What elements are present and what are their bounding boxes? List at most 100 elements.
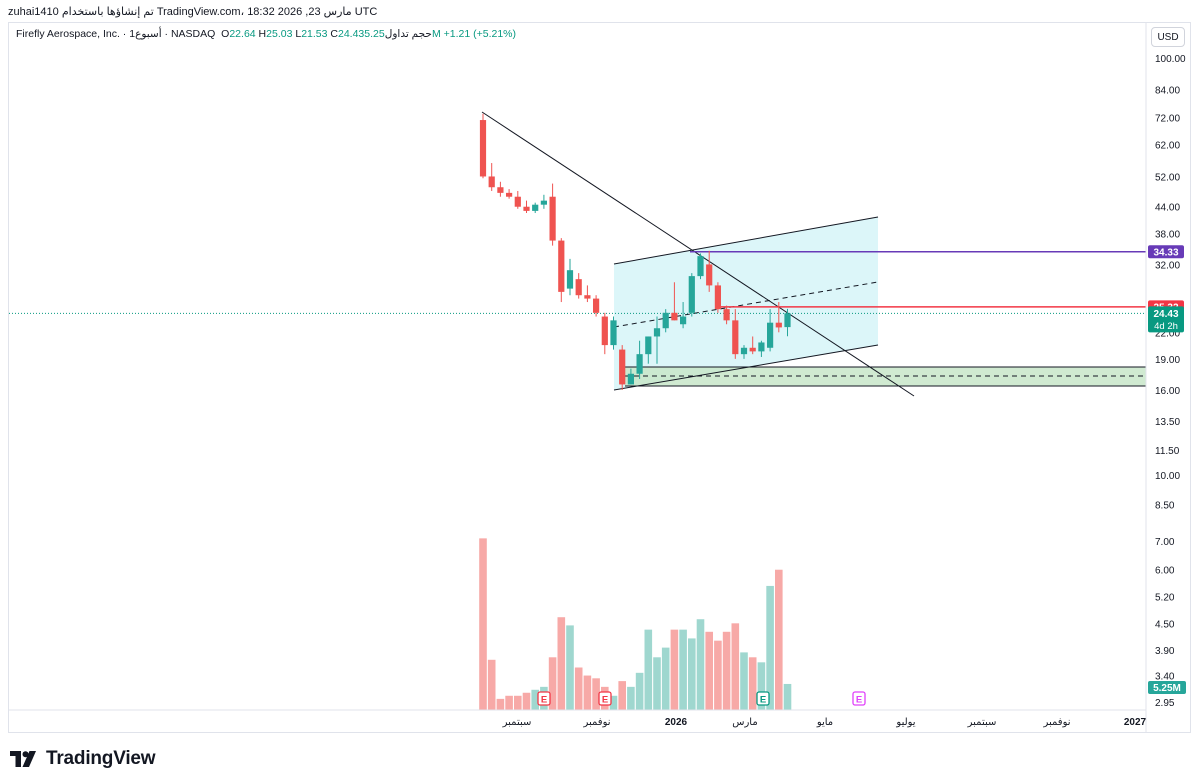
volume-bar — [574, 667, 583, 710]
volume-bar — [661, 647, 670, 710]
candle — [523, 200, 530, 214]
price-tick-label: 62.00 — [1155, 141, 1180, 152]
candle — [566, 258, 574, 296]
candle — [601, 312, 608, 355]
volume-bar — [627, 686, 635, 710]
volume-bar — [496, 698, 505, 710]
time-tick-label: سبتمبر — [502, 717, 532, 728]
price-tick-label: 6.00 — [1155, 566, 1175, 577]
candle-body — [523, 206, 530, 211]
time-tick-label: يوليو — [895, 717, 915, 728]
volume-bar — [618, 681, 626, 710]
open-value: 22.64 — [229, 28, 256, 40]
candle-body — [767, 322, 774, 348]
candle — [540, 194, 547, 209]
volume-bar — [479, 538, 487, 710]
candle — [697, 253, 704, 280]
price-tick-label: 72.00 — [1155, 114, 1180, 125]
earnings-letter: E — [602, 695, 608, 706]
close-value: 24.43 — [337, 28, 365, 40]
volume-bar — [731, 623, 740, 710]
candle — [610, 316, 617, 350]
price-tick-label: 8.50 — [1155, 501, 1175, 512]
publish-info: zuhai1410 تم إنشاؤها باستخدام TradingVie… — [8, 6, 378, 18]
chart-frame — [8, 22, 1191, 733]
price-tick-label: 19.00 — [1155, 355, 1180, 366]
volume-bar — [748, 657, 757, 710]
earnings-icon — [756, 691, 770, 706]
earnings-marker: E — [598, 691, 612, 706]
price-tick-label: 3.90 — [1155, 646, 1175, 657]
price-tag-purple: 34.33 — [1148, 245, 1184, 258]
volume-bar — [514, 695, 522, 710]
candle-body — [758, 342, 765, 352]
candle-body — [645, 336, 652, 355]
price-tick-label: 32.00 — [1155, 260, 1180, 271]
high-value: 25.03 — [266, 28, 293, 40]
candle — [688, 273, 695, 317]
candle — [532, 202, 539, 214]
volume-tag-bg — [1148, 681, 1186, 694]
price-tick-label: 84.00 — [1155, 86, 1180, 97]
time-tick-label: نوفمبر — [582, 717, 610, 728]
candle-body — [497, 187, 504, 193]
candle-body — [697, 256, 704, 277]
candle — [723, 305, 730, 325]
candle — [514, 190, 521, 209]
time-tick-label: 2026 — [665, 717, 688, 728]
price-tag-purple-text: 34.33 — [1153, 247, 1178, 258]
candle — [740, 345, 748, 359]
earnings-letter: E — [856, 695, 862, 706]
time-tick-label: مايو — [816, 717, 833, 728]
earnings-letter: E — [541, 695, 547, 706]
currency-button[interactable]: USD — [1151, 27, 1185, 47]
earnings-icon — [852, 691, 866, 706]
candle — [593, 295, 600, 317]
volume-bar — [487, 659, 496, 710]
volume-bar — [757, 662, 766, 710]
price-tick-label: 4.50 — [1155, 619, 1175, 630]
symbol-name[interactable]: Firefly Aerospace, Inc. · 1أسبوع · NASDA… — [16, 28, 216, 40]
price-tick-label: 16.00 — [1155, 386, 1180, 397]
candle-body — [514, 196, 521, 207]
candle — [767, 309, 774, 352]
candle-body — [610, 320, 617, 346]
candle-body — [775, 322, 782, 328]
downtrend-line — [481, 111, 915, 397]
candle — [584, 285, 591, 303]
candle — [645, 336, 652, 364]
candle-body — [662, 312, 669, 329]
volume-value: 5.25M — [364, 28, 441, 40]
candle-body — [680, 316, 687, 325]
candle-body — [532, 204, 539, 211]
time-tick-label: نوفمبر — [1042, 717, 1070, 728]
candle-body — [723, 309, 730, 321]
demand-zone-fill — [625, 367, 1146, 386]
price-tick-label: 44.00 — [1155, 203, 1180, 214]
volume-tag-text: 5.25M — [1153, 683, 1181, 694]
change-value: +1.21 (+5.21%) — [443, 28, 516, 40]
candle-body — [506, 192, 513, 197]
candle-body — [540, 200, 547, 205]
volume-bar — [783, 683, 792, 710]
volume-bar — [522, 692, 531, 710]
candle — [671, 282, 678, 321]
volume-bar — [635, 672, 644, 710]
low-value: 21.53 — [301, 28, 328, 40]
earnings-marker: E — [756, 691, 770, 706]
earnings-icon — [598, 691, 612, 706]
volume-bar — [688, 638, 696, 710]
candle — [775, 302, 782, 333]
candle — [506, 189, 513, 199]
candle-body — [784, 313, 791, 328]
price-tick-label: 22.00 — [1155, 328, 1180, 339]
volume-bar — [696, 619, 705, 710]
candle — [619, 345, 626, 390]
volume-bar — [505, 695, 513, 710]
candle-body — [714, 285, 721, 310]
candle — [627, 368, 634, 385]
price-tag-purple-bg — [1148, 245, 1184, 259]
candle — [479, 113, 487, 179]
volume-bar — [566, 625, 574, 710]
